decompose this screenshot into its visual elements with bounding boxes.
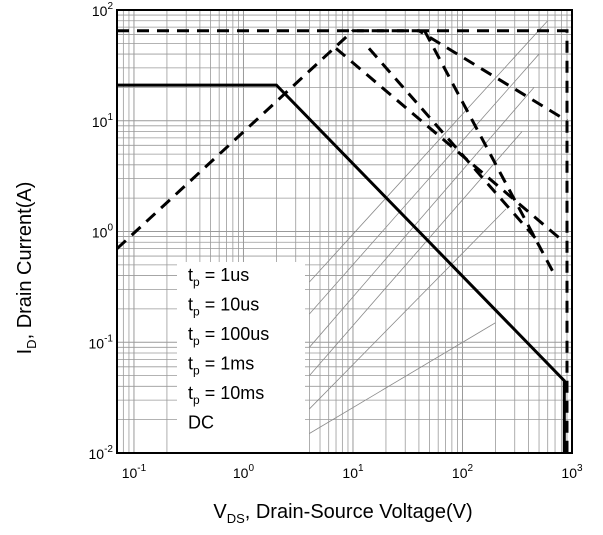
x-tick-base: 10 — [233, 465, 249, 481]
x-tick-label: 103 — [561, 463, 583, 481]
legend-entry-main: t — [188, 383, 193, 403]
x-tick-exp: 2 — [467, 463, 473, 474]
x-tick-label: 102 — [452, 463, 474, 481]
y-tick-label: 101 — [92, 112, 114, 130]
legend-entry-main: t — [188, 265, 193, 285]
legend-entry-sub: p — [193, 275, 200, 289]
legend-entry-sub: p — [193, 305, 200, 319]
legend-entry: tp = 10us — [188, 295, 259, 319]
legend-entry: tp = 100us — [188, 324, 269, 348]
x-tick-base: 10 — [452, 465, 468, 481]
legend-entry-main: t — [188, 295, 193, 315]
guide-line — [309, 20, 549, 283]
legend-entry-rest: = 100us — [200, 324, 270, 344]
legend-entry-rest: = 10us — [200, 295, 260, 315]
x-axis-title-sub: DS — [227, 511, 245, 526]
series-line-6 — [117, 83, 566, 453]
x-tick-label: 100 — [233, 463, 255, 481]
y-tick-label: 100 — [92, 223, 114, 241]
x-tick-exp: -1 — [137, 463, 146, 474]
y-tick-exp: 2 — [107, 1, 113, 12]
legend-entry-main: t — [188, 354, 193, 374]
legend-entry-rest: = 1ms — [200, 354, 255, 374]
legend-entry-rest: = 1us — [200, 265, 250, 285]
x-axis-title-main: V — [213, 501, 227, 523]
y-tick-exp: 1 — [107, 112, 113, 123]
y-tick-base: 10 — [92, 225, 108, 241]
y-tick-label: 10-1 — [89, 333, 114, 351]
guide-line — [309, 53, 540, 315]
series-line-2 — [115, 29, 568, 250]
x-tick-exp: 0 — [248, 463, 254, 474]
x-axis-title: VDS, Drain-Source Voltage(V) — [213, 501, 472, 526]
y-axis-title-main: I — [14, 349, 36, 355]
legend-entry-main: t — [188, 324, 193, 344]
series-line-3 — [335, 47, 566, 244]
plot-frame — [116, 9, 573, 454]
y-tick-label: 10-2 — [89, 444, 114, 462]
legend-entry-rest: = 10ms — [200, 383, 265, 403]
legend-entry: tp = 10ms — [188, 383, 264, 407]
legend-entry-sub: p — [193, 364, 200, 378]
x-tick-base: 10 — [122, 465, 138, 481]
legend-entry: tp = 1ms — [188, 354, 254, 378]
y-tick-label: 102 — [92, 1, 114, 19]
guide-line — [309, 131, 523, 376]
legend-entry-main: DC — [188, 413, 214, 433]
series-line-1 — [117, 29, 569, 453]
y-tick-exp: -2 — [104, 444, 113, 455]
y-tick-base: 10 — [92, 114, 108, 130]
y-axis-title: ID, Drain Current(A) — [14, 182, 39, 355]
legend-background — [177, 262, 305, 452]
legend-entry: DC — [188, 413, 214, 433]
thin-guide-lines — [309, 20, 549, 434]
y-tick-base: 10 — [89, 335, 105, 351]
legend-entry: tp = 1us — [188, 265, 249, 289]
x-axis-title-rest: , Drain-Source Voltage(V) — [245, 501, 473, 523]
y-axis-title-rest: , Drain Current(A) — [14, 182, 36, 340]
series-layer — [115, 29, 569, 453]
y-axis-title-sub: D — [24, 339, 39, 348]
x-tick-exp: 3 — [577, 463, 583, 474]
y-tick-exp: 0 — [107, 223, 113, 234]
legend-entry-sub: p — [193, 334, 200, 348]
series-line-5 — [367, 47, 541, 244]
x-tick-label: 10-1 — [122, 463, 147, 481]
y-tick-base: 10 — [89, 446, 105, 462]
y-tick-exp: -1 — [104, 333, 113, 344]
legend-entry-sub: p — [193, 393, 200, 407]
y-tick-base: 10 — [92, 3, 108, 19]
x-tick-label: 101 — [342, 463, 364, 481]
guide-line — [309, 322, 496, 434]
guide-line — [309, 208, 507, 410]
guide-line — [309, 87, 535, 348]
x-tick-exp: 1 — [358, 463, 364, 474]
x-tick-base: 10 — [561, 465, 577, 481]
x-tick-base: 10 — [342, 465, 358, 481]
